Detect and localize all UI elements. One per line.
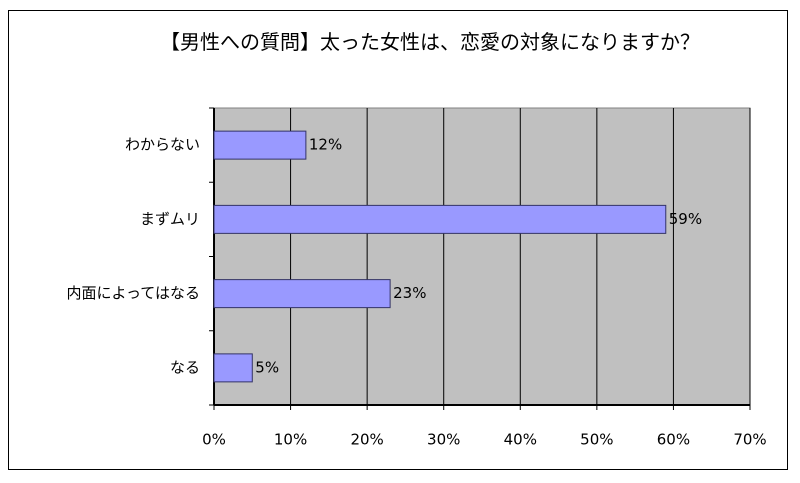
y-tick-label: わからない [125,136,200,154]
bar [213,279,391,309]
data-label: 23% [393,284,426,302]
x-tick-label: 40% [504,431,537,449]
data-label: 59% [669,210,702,228]
x-tick-label: 10% [274,431,307,449]
x-tick-label: 0% [202,431,226,449]
x-tick-label: 50% [580,431,613,449]
bar [213,130,307,160]
bar [213,204,667,234]
chart-title: 【男性への質問】太った女性は、恋愛の対象になりますか？ [160,30,700,54]
y-tick-label: なる [170,358,200,376]
y-tick-label: 内面によってはなる [66,284,200,302]
x-tick-label: 70% [733,431,766,449]
x-tick-label: 30% [427,431,460,449]
data-label: 5% [255,358,279,376]
x-tick-label: 60% [657,431,690,449]
y-tick-label: まずムリ [140,210,200,228]
x-tick-label: 20% [350,431,383,449]
chart-frame [8,10,788,470]
data-label: 12% [309,136,342,154]
bar [213,353,253,383]
